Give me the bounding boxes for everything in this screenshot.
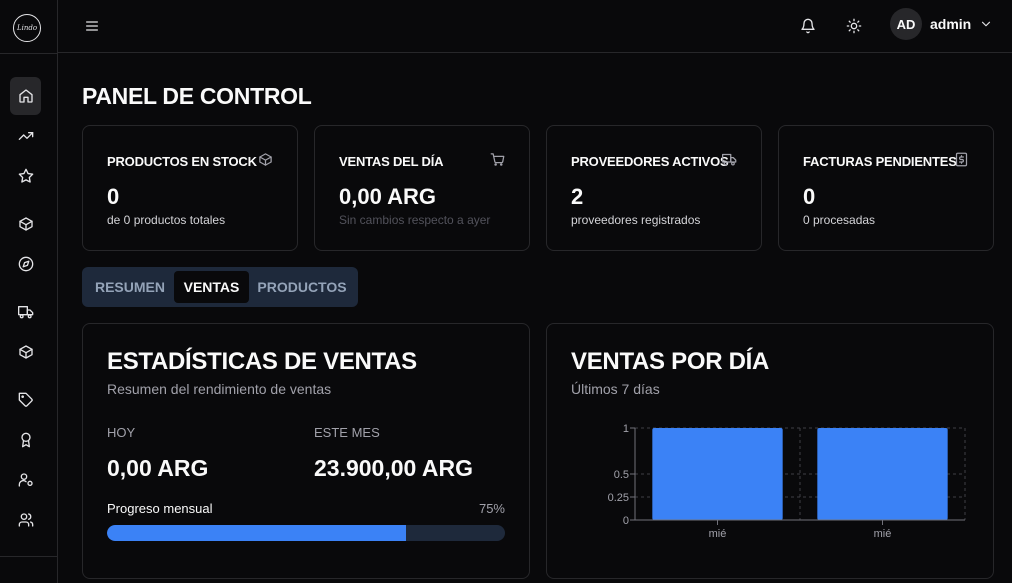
tab-ventas[interactable]: VENTAS [174,271,249,303]
month-value: 23.900,00 ARG [314,455,473,481]
nav-tags[interactable] [10,381,41,419]
bell-icon [801,18,815,34]
nav-home[interactable] [10,77,41,115]
stat-title: PRODUCTOS EN STOCK [107,154,257,169]
chevron-down-icon [981,21,991,27]
stat-title: FACTURAS PENDIENTES [803,154,957,169]
users-icon [18,513,33,527]
stat-value: 0 [107,184,120,209]
box-icon [18,217,33,231]
today-label: HOY [107,425,136,440]
stat-card-stock: PRODUCTOS EN STOCK 0 de 0 productos tota… [82,125,298,251]
sidebar: Lindo [0,0,58,583]
nav-trends[interactable] [10,117,41,155]
topbar: AD admin [58,0,1012,53]
menu-icon [86,21,98,31]
bar [817,428,948,520]
theme-toggle-button[interactable] [842,14,866,38]
today-value: 0,00 ARG [107,455,209,481]
y-tick-label: 0.5 [614,469,629,481]
sidebar-divider-bottom [0,556,58,557]
x-tick-label: mié [874,528,892,540]
stat-subtext: proveedores registrados [571,213,701,227]
cube-icon [258,152,273,172]
card-title: VENTAS POR DÍA [571,348,770,375]
progress-percent: 75% [478,501,505,516]
compass-icon [18,256,33,272]
stat-value: 0,00 ARG [339,184,437,209]
nav-awards[interactable] [10,421,41,459]
daily-sales-chart: 0 0.25 0.5 1 mié mié [608,423,966,540]
trending-up-icon [18,132,33,140]
bar [652,428,783,520]
stat-card-daily-sales: VENTAS DEL DÍA 0,00 ARG Sin cambios resp… [314,125,530,251]
dollar-icon [954,152,969,172]
stat-title: VENTAS DEL DÍA [339,154,444,169]
month-label: ESTE MES [314,425,380,440]
stat-title: PROVEEDORES ACTIVOS [571,154,729,169]
y-tick-label: 0 [623,515,629,527]
stat-value: 2 [571,184,584,209]
tab-productos[interactable]: PRODUCTOS [257,279,347,295]
nav-users[interactable] [10,501,41,539]
card-subtitle: Resumen del rendimiento de ventas [107,381,332,397]
sales-stats-card: ESTADÍSTICAS DE VENTAS Resumen del rendi… [82,323,530,579]
cart-icon [490,152,505,172]
nav-suppliers[interactable] [10,293,41,331]
stat-subtext: de 0 productos totales [107,213,226,227]
page-title: PANEL DE CONTROL [82,83,312,109]
x-tick-label: mié [709,528,727,540]
stat-card-suppliers: PROVEEDORES ACTIVOS 2 proveedores regist… [546,125,762,251]
avatar[interactable]: AD [890,8,922,40]
nav-explore[interactable] [10,245,41,283]
logo[interactable]: Lindo [13,14,41,42]
daily-sales-card: VENTAS POR DÍA Últimos 7 días 0 0.25 0.5 1 m… [546,323,994,579]
stat-subtext: 0 procesadas [803,213,876,227]
star-icon [18,168,33,183]
user-menu-toggle[interactable] [976,14,996,34]
nav-products[interactable] [10,333,41,371]
stat-value: 0 [803,184,816,209]
truck-icon [17,306,33,319]
sun-icon [846,18,862,34]
y-tick-label: 1 [623,423,629,435]
progress-label: Progreso mensual [107,501,213,516]
truck-icon [722,152,737,172]
stat-subtext: Sin cambios respecto a ayer [339,213,491,227]
card-title: ESTADÍSTICAS DE VENTAS [107,348,417,375]
nav-favorites[interactable] [10,157,41,195]
progress-fill [107,525,406,541]
sidebar-divider [0,53,58,54]
nav-inventory[interactable] [10,205,41,243]
tab-resumen[interactable]: RESUMEN [94,279,165,295]
home-icon [18,89,33,103]
y-tick-label: 0.25 [608,492,629,504]
award-icon [20,432,31,448]
menu-button[interactable] [84,14,100,38]
package-icon [18,345,33,359]
user-name[interactable]: admin [930,16,972,32]
stat-card-invoices: FACTURAS PENDIENTES 0 0 procesadas [778,125,994,251]
nav-user-settings[interactable] [10,461,41,499]
progress-bar [107,525,505,541]
notifications-button[interactable] [796,14,820,38]
tag-icon [18,392,33,407]
view-tabs: RESUMEN VENTAS PRODUCTOS [82,267,358,307]
card-subtitle: Últimos 7 días [571,381,660,397]
user-cog-icon [18,473,33,487]
